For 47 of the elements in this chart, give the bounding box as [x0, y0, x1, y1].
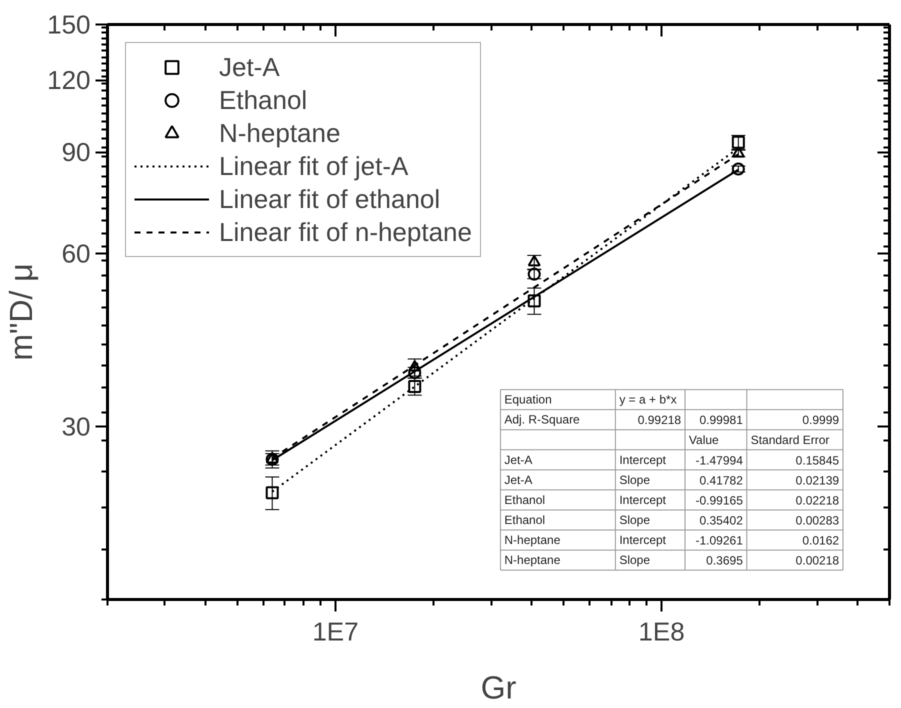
x-axis-title: Gr: [480, 670, 517, 706]
annotation: Intercept: [619, 492, 667, 507]
annotation: Slope: [619, 513, 650, 528]
annotation: 0.3695: [706, 554, 744, 568]
annotation: N-heptane: [504, 533, 561, 548]
annotation: 0.00283: [796, 514, 840, 528]
y-tick-label: 60: [62, 238, 90, 268]
legend-label: Linear fit of n-heptane: [219, 216, 472, 248]
annotation: Adj. R-Square: [504, 412, 580, 427]
y-axis-title: m"D/ μ: [3, 263, 40, 361]
annotation: -0.99165: [696, 493, 744, 508]
legend-label: N-heptane: [219, 117, 340, 149]
annotation: Intercept: [619, 533, 667, 548]
x-tick-label: 1E7: [312, 616, 359, 646]
annotation: Slope: [619, 553, 650, 568]
annotation: Equation: [504, 392, 552, 407]
annotation: Jet-A: [504, 452, 532, 467]
annotation: 0.99981: [700, 413, 744, 428]
y-tick-label: 120: [47, 65, 91, 96]
x-tick-label: 1E8: [638, 616, 685, 646]
annotation: Ethanol: [504, 513, 546, 528]
annotation: 0.0162: [802, 534, 840, 548]
annotation: -1.47994: [696, 453, 744, 468]
annotation: y = a + b*x: [619, 392, 677, 407]
y-tick-label: 30: [62, 411, 90, 442]
annotation: Slope: [619, 472, 650, 487]
annotation: 0.9999: [802, 413, 840, 428]
annotation: -1.09261: [696, 534, 744, 548]
annotation: Jet-A: [504, 472, 532, 487]
legend-label: Linear fit of jet-A: [219, 150, 408, 182]
annotation: 0.00218: [796, 554, 840, 568]
annotation: 0.15845: [796, 453, 840, 468]
y-tick-label: 90: [62, 137, 90, 168]
annotation: Intercept: [619, 452, 667, 467]
legend-label: Linear fit of ethanol: [219, 183, 440, 215]
legend-label: Ethanol: [219, 84, 308, 116]
annotation: Standard Error: [750, 432, 830, 447]
legend-label: Jet-A: [219, 51, 280, 83]
annotation: Ethanol: [504, 492, 546, 507]
annotation: 0.35402: [700, 514, 744, 528]
annotation: 0.99218: [638, 413, 682, 428]
annotation: Value: [688, 432, 720, 447]
y-tick-label: 150: [47, 10, 91, 40]
annotation: 0.02218: [796, 493, 840, 508]
annotation: 0.41782: [700, 473, 744, 488]
annotation: 0.02139: [796, 473, 840, 488]
annotation: N-heptane: [504, 553, 561, 568]
